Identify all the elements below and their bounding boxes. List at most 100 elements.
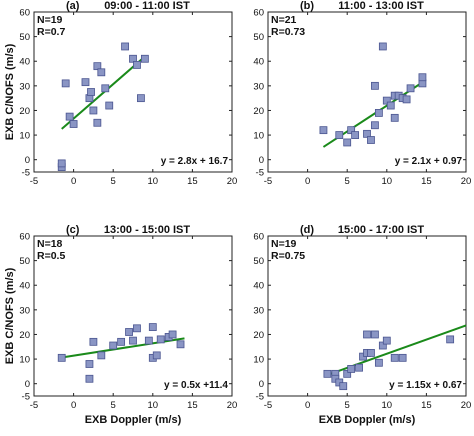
y-tick-label: 60: [19, 232, 30, 243]
y-tick-label: 10: [253, 355, 264, 366]
y-tick-label: 0: [25, 155, 30, 166]
data-point: [363, 330, 371, 339]
data-point: [371, 121, 379, 130]
y-tick-label: -5: [22, 392, 30, 403]
data-point: [144, 336, 153, 345]
x-tick-label: 5: [345, 400, 350, 411]
chart-title: 09:00 - 11:00 IST: [104, 0, 190, 12]
y-axis-label: EXB C/NOFS (m/s): [4, 267, 16, 364]
data-point: [140, 54, 149, 63]
y-tick-label: 10: [253, 131, 264, 142]
x-axis-label: EXB Doppler (m/s): [85, 414, 182, 426]
data-point: [97, 351, 106, 360]
data-point: [351, 131, 360, 139]
data-point: [176, 340, 185, 349]
x-axis-label: EXB Doppler (m/s): [319, 414, 416, 426]
chart-title: 11:00 - 13:00 IST: [338, 0, 424, 12]
stat-annotation: R=0.5: [37, 250, 65, 262]
data-point: [105, 101, 114, 110]
chart-title: 13:00 - 15:00 IST: [104, 224, 190, 236]
plot-frame: [33, 11, 233, 173]
data-point: [87, 88, 95, 96]
x-tick-label: 0: [305, 176, 310, 187]
data-point: [367, 349, 375, 357]
data-point: [57, 159, 66, 168]
panel-label: (c): [66, 224, 80, 236]
plot-frame: [267, 11, 467, 173]
data-point: [446, 335, 455, 344]
data-point: [390, 353, 399, 362]
data-point: [363, 129, 371, 138]
data-point: [374, 109, 383, 117]
fit-line: [61, 55, 146, 130]
data-point: [406, 84, 415, 93]
y-tick-label: 50: [19, 256, 30, 267]
data-point: [137, 94, 145, 103]
x-tick-label: 5: [345, 176, 350, 187]
data-point: [81, 78, 90, 87]
data-point: [117, 337, 126, 346]
y-tick-label: 30: [19, 305, 30, 316]
y-tick-label: 40: [19, 57, 30, 68]
y-tick-label: 60: [253, 8, 264, 19]
panel-label: (d): [300, 224, 314, 236]
data-point: [390, 113, 399, 122]
data-point: [343, 369, 352, 378]
data-point: [93, 62, 102, 71]
x-tick-label: -5: [264, 176, 272, 187]
y-axis-label: EXB C/NOFS (m/s): [4, 43, 16, 140]
x-tick-label: -5: [30, 176, 38, 187]
data-point: [382, 336, 391, 345]
fit-equation: y = 2.1x + 0.97: [395, 156, 463, 167]
data-point: [168, 330, 177, 339]
y-tick-label: 30: [19, 81, 30, 92]
plot-frame: [267, 235, 467, 397]
data-point: [347, 126, 356, 135]
data-point: [133, 61, 141, 69]
data-point: [97, 68, 106, 77]
fit-equation: y = 1.15x + 0.67: [389, 380, 462, 391]
data-point: [335, 131, 344, 139]
fit-equation: y = 2.8x + 16.7: [161, 156, 229, 167]
data-point: [382, 96, 391, 105]
stat-annotation: R=0.73: [271, 26, 305, 38]
data-point: [57, 353, 66, 362]
data-point: [85, 374, 94, 383]
x-tick-label: 0: [71, 400, 76, 411]
data-point: [89, 106, 98, 115]
data-point: [371, 81, 379, 90]
y-tick-label: -5: [256, 168, 264, 179]
data-point: [343, 138, 352, 147]
fit-equation: y = 0.5x +11.4: [164, 380, 228, 391]
data-point: [129, 54, 137, 63]
data-point: [355, 363, 363, 372]
data-point: [378, 42, 387, 51]
data-point: [339, 382, 348, 391]
y-tick-label: 40: [19, 281, 30, 292]
data-point: [402, 95, 411, 104]
data-point: [398, 353, 407, 362]
y-tick-label: 40: [253, 281, 264, 292]
data-point: [93, 118, 102, 127]
x-tick-label: 15: [421, 176, 432, 187]
panel-label: (a): [66, 0, 80, 12]
y-tick-label: 30: [253, 305, 264, 316]
y-tick-label: 50: [253, 32, 264, 43]
data-point: [367, 136, 375, 144]
y-tick-label: -5: [22, 168, 30, 179]
data-point: [323, 369, 332, 378]
y-tick-label: 10: [19, 355, 30, 366]
x-tick-label: 10: [148, 176, 159, 187]
data-point: [61, 79, 70, 88]
y-tick-label: 20: [19, 106, 30, 117]
stat-annotation: R=0.75: [271, 250, 305, 262]
data-point: [386, 101, 395, 110]
stat-annotation: N=19: [271, 238, 297, 250]
data-point: [65, 112, 74, 121]
stat-annotation: N=19: [37, 14, 63, 26]
